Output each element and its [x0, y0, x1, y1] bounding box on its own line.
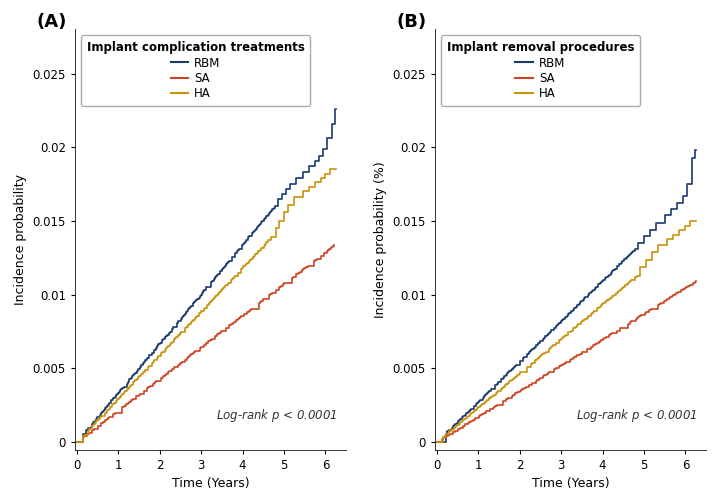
X-axis label: Time (Years): Time (Years): [531, 477, 609, 490]
Text: Log-rank $p$ < 0.0001: Log-rank $p$ < 0.0001: [577, 407, 698, 424]
Text: (B): (B): [397, 13, 427, 31]
Legend: RBM, SA, HA: RBM, SA, HA: [81, 35, 310, 106]
Y-axis label: Incidence probability: Incidence probability: [14, 174, 27, 305]
Text: (A): (A): [37, 13, 67, 31]
Text: Log-rank $p$ < 0.0001: Log-rank $p$ < 0.0001: [217, 407, 338, 424]
Legend: RBM, SA, HA: RBM, SA, HA: [441, 35, 640, 106]
X-axis label: Time (Years): Time (Years): [171, 477, 249, 490]
Y-axis label: Incidence probability (%): Incidence probability (%): [374, 161, 387, 318]
